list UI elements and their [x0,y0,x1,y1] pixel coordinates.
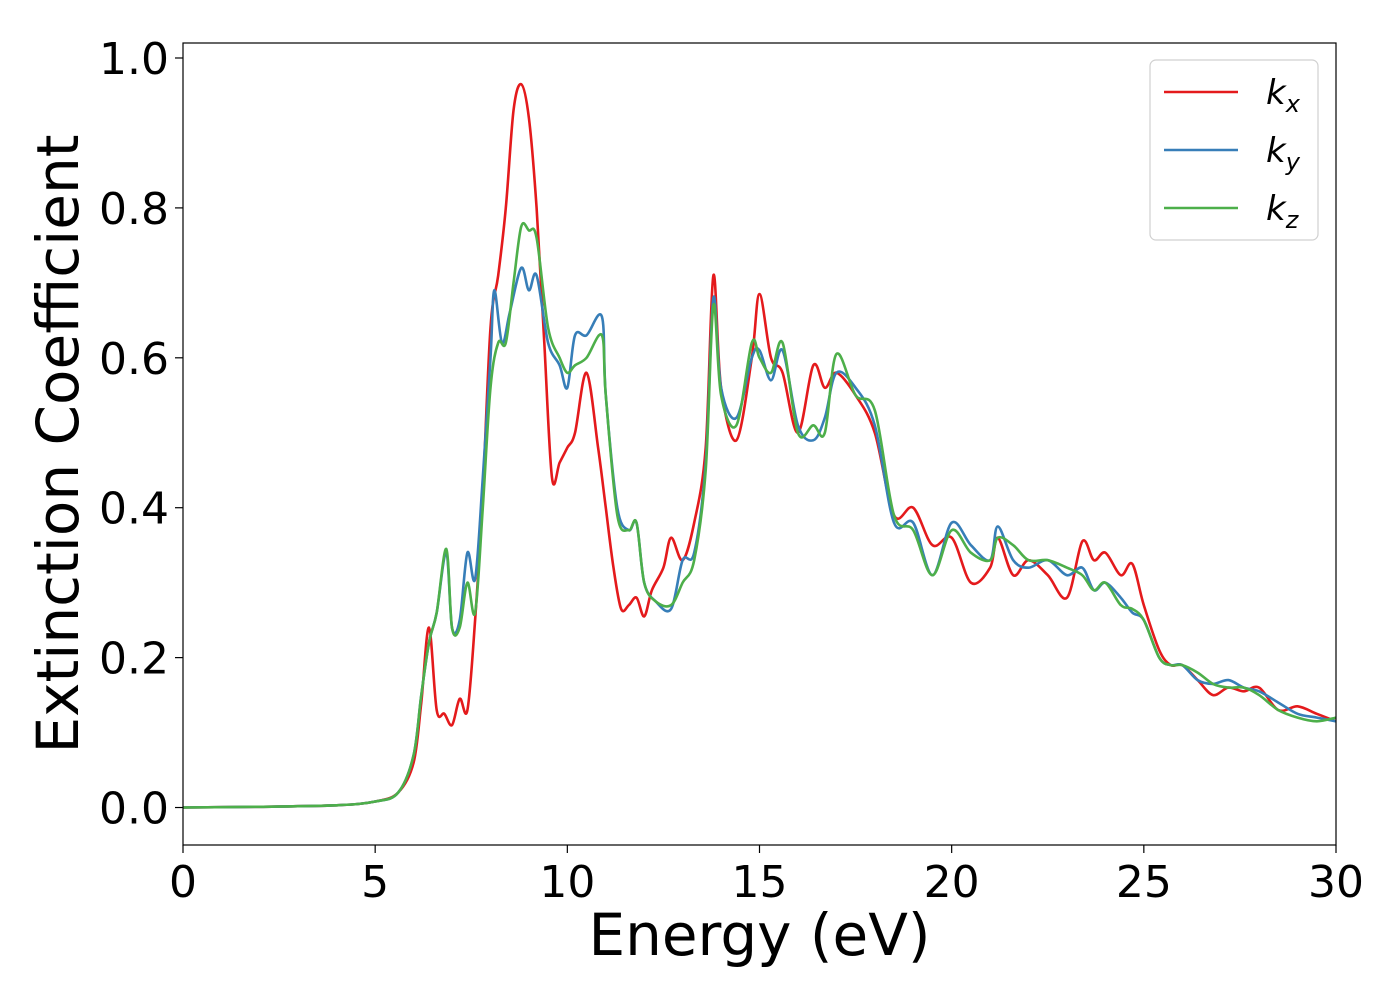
x-tick-label: 25 [1116,857,1172,908]
x-axis-title: Energy (eV) [588,901,930,969]
legend-label-z: kz [1266,189,1300,234]
legend-label-y: ky [1266,131,1301,176]
legend-label-x: kx [1266,73,1301,118]
y-tick-label: 0.4 [99,484,169,535]
y-tick-label: 0.0 [99,784,169,835]
y-axis-ticks: 0.0 0.2 0.4 0.6 0.8 1.0 [99,34,183,835]
y-tick-label: 1.0 [99,34,169,85]
series-line-y [182,266,1337,809]
y-tick-label: 0.8 [99,184,169,235]
x-tick-label: 0 [169,857,197,908]
y-axis-title: Extinction Coefficient [24,135,92,754]
x-tick-label: 15 [732,857,788,908]
y-tick-label: 0.6 [99,334,169,385]
x-tick-label: 30 [1308,857,1364,908]
x-tick-label: 5 [361,857,389,908]
x-tick-label: 10 [539,857,595,908]
x-axis-ticks: 0 5 10 15 20 25 30 [169,845,1364,908]
series-line-z [182,221,1337,809]
y-tick-label: 0.2 [99,634,169,685]
x-tick-label: 20 [924,857,980,908]
legend: kx ky kz [1149,59,1319,241]
series-layer [182,82,1337,809]
